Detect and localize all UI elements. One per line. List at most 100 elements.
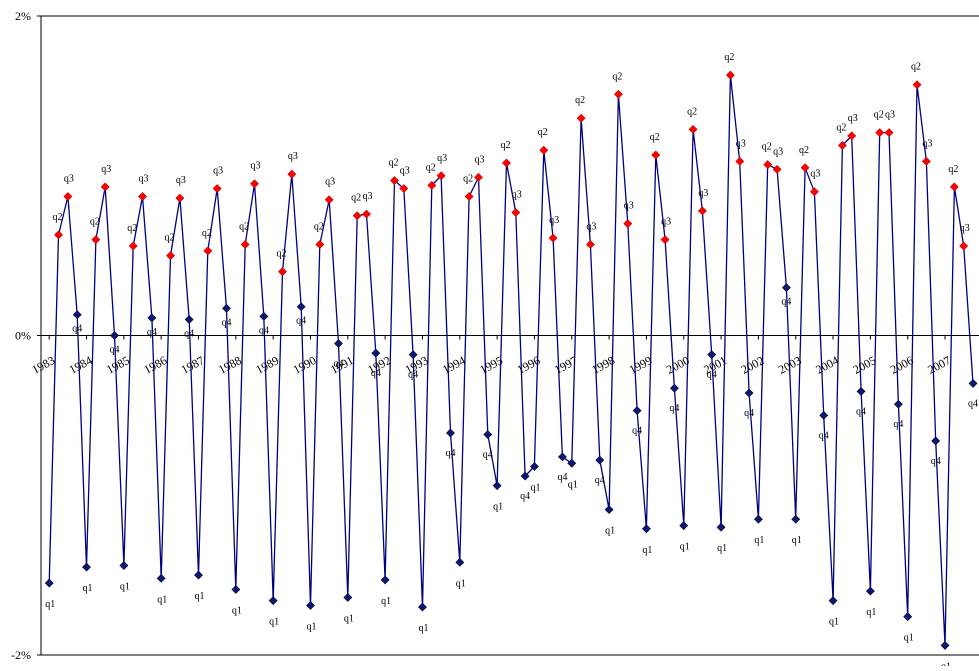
quarter-label: q4 <box>296 316 306 327</box>
data-point <box>194 570 203 580</box>
data-point <box>54 230 63 240</box>
data-point <box>614 89 623 99</box>
quarter-label: q3 <box>251 161 261 172</box>
data-point <box>44 578 54 588</box>
data-point <box>82 562 91 572</box>
data-point <box>725 70 735 80</box>
data-point <box>968 379 978 388</box>
data-point <box>893 399 903 409</box>
quarter-label: q1 <box>642 545 652 556</box>
quarter-label: q2 <box>90 217 100 228</box>
quarter-label: q4 <box>222 317 232 328</box>
quarter-label: q1 <box>232 606 242 617</box>
data-point <box>716 522 726 532</box>
data-point <box>875 128 885 138</box>
data-point <box>250 179 259 189</box>
year-label: 1989 <box>253 353 281 377</box>
data-point <box>837 140 847 150</box>
quarter-label: q1 <box>344 613 354 624</box>
data-point <box>679 521 689 531</box>
quarter-label: q1 <box>381 596 391 607</box>
data-point <box>91 235 101 245</box>
quarter-label: q3 <box>437 153 447 164</box>
data-point <box>604 505 614 515</box>
data-point <box>511 208 521 217</box>
quarter-label: q3 <box>213 166 223 177</box>
data-point <box>949 182 959 192</box>
quarter-label: q4 <box>371 368 381 379</box>
data-point <box>558 452 567 462</box>
quarter-label: q4 <box>669 403 679 414</box>
quarter-label: q3 <box>698 188 708 199</box>
quarter-label: q3 <box>101 164 111 175</box>
data-point <box>427 180 437 190</box>
data-point <box>623 219 633 229</box>
quarter-label: q2 <box>388 158 398 169</box>
data-point <box>455 557 465 567</box>
data-point <box>586 240 595 249</box>
data-point <box>278 267 287 277</box>
data-point <box>418 602 427 612</box>
data-point <box>753 514 763 524</box>
data-point <box>707 350 717 360</box>
data-point <box>576 113 586 123</box>
data-point <box>548 233 558 243</box>
data-point <box>138 192 147 201</box>
data-point <box>856 386 866 396</box>
quarter-label: q2 <box>799 145 809 156</box>
quarter-label: q3 <box>549 215 559 226</box>
data-point <box>539 145 549 155</box>
data-point <box>735 156 745 166</box>
quarter-label: q3 <box>960 223 970 234</box>
data-point <box>903 612 913 622</box>
quarter-label: q4 <box>707 370 717 381</box>
year-label: 1988 <box>216 353 244 377</box>
quarter-label: q1 <box>306 621 316 632</box>
data-point <box>408 350 418 360</box>
data-point <box>399 184 409 193</box>
quarter-label: q4 <box>819 430 829 441</box>
quarter-label: q3 <box>325 177 335 188</box>
quarter-label: q4 <box>931 456 941 467</box>
data-point <box>63 192 73 201</box>
data-point <box>380 575 390 585</box>
data-point <box>912 80 922 90</box>
data-point <box>100 182 110 192</box>
quarter-label: q1 <box>195 591 205 602</box>
quarter-label: q3 <box>64 174 74 185</box>
data-point <box>362 209 371 219</box>
quarter-label: q4 <box>72 324 82 335</box>
data-point <box>847 131 857 141</box>
data-point <box>259 311 269 321</box>
data-point <box>940 640 950 650</box>
quarter-label: q3 <box>848 113 858 124</box>
quarter-label: q2 <box>426 162 436 173</box>
quarter-label: q3 <box>176 175 186 186</box>
data-point <box>203 246 213 256</box>
quarter-label: q2 <box>276 249 286 260</box>
data-point <box>110 331 119 340</box>
quarter-label: q3 <box>773 146 783 157</box>
quarter-label: q4 <box>632 426 642 437</box>
quarter-label: q3 <box>400 166 410 177</box>
quarter-label: q2 <box>538 127 548 138</box>
quarter-label: q1 <box>83 583 93 594</box>
data-point <box>436 171 446 181</box>
data-point <box>781 283 791 292</box>
data-point <box>72 310 82 320</box>
data-point <box>492 481 502 491</box>
quarter-label: q4 <box>520 491 530 502</box>
quarter-label: q1 <box>866 607 876 618</box>
quarter-label: q2 <box>762 142 772 153</box>
data-point <box>567 458 577 468</box>
data-point <box>809 187 819 197</box>
data-point <box>530 462 539 471</box>
quarter-label: q3 <box>512 189 522 200</box>
quarter-label: q2 <box>911 62 921 73</box>
quarter-label: q1 <box>456 578 466 589</box>
data-point <box>296 302 306 312</box>
quarter-label: q3 <box>362 191 372 202</box>
data-point <box>315 240 325 249</box>
year-label: 1983 <box>29 353 57 377</box>
